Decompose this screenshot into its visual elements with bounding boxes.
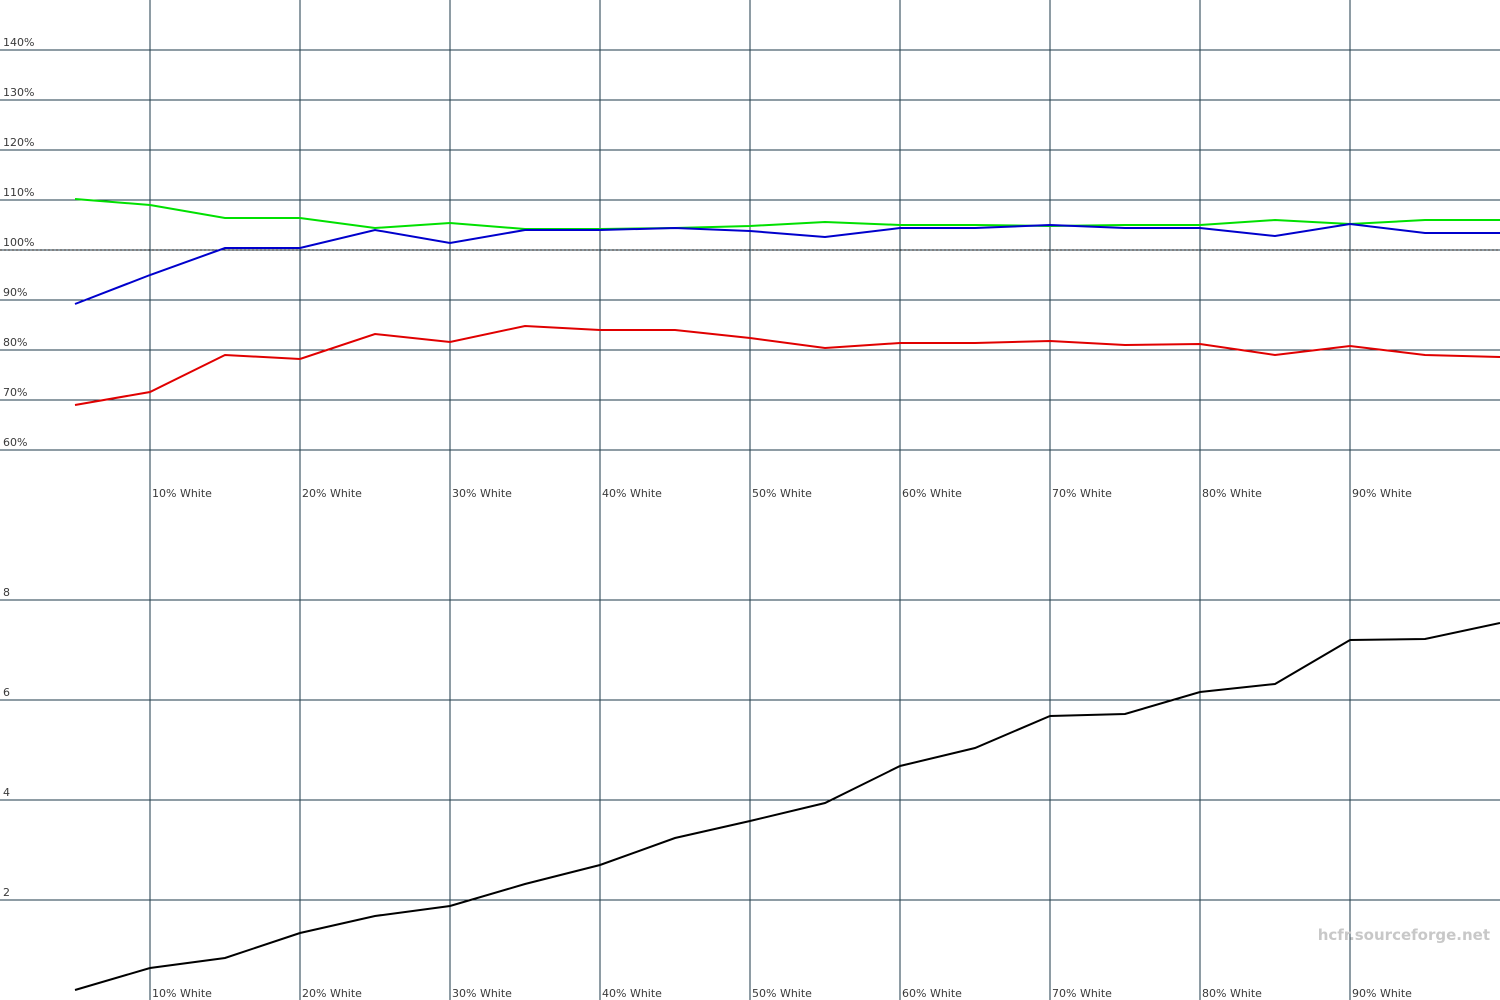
x-tick-label: 90% White	[1352, 487, 1412, 500]
y-tick-label: 90%	[3, 286, 27, 299]
x-tick-label: 70% White	[1052, 487, 1112, 500]
x-tick-label: 70% White	[1052, 987, 1112, 1000]
series-line	[74, 198, 1500, 230]
x-tick-label: 60% White	[902, 987, 962, 1000]
series-line	[74, 324, 1500, 406]
y-tick-label: 110%	[3, 186, 34, 199]
y-tick-label: 140%	[3, 36, 34, 49]
series-line	[74, 222, 1500, 305]
y-tick-label: 100%	[3, 236, 34, 249]
x-tick-label: 50% White	[752, 487, 812, 500]
x-tick-label: 10% White	[152, 487, 212, 500]
x-tick-label: 30% White	[452, 987, 512, 1000]
y-tick-label: 4	[3, 786, 10, 799]
x-tick-label: 80% White	[1202, 987, 1262, 1000]
x-tick-label: 10% White	[152, 987, 212, 1000]
x-tick-label: 90% White	[1352, 987, 1412, 1000]
y-tick-label: 60%	[3, 436, 27, 449]
series-line	[74, 622, 1500, 991]
y-tick-label: 80%	[3, 336, 27, 349]
x-tick-label: 20% White	[302, 987, 362, 1000]
y-tick-label: 6	[3, 686, 10, 699]
x-tick-label: 50% White	[752, 987, 812, 1000]
y-tick-label: 130%	[3, 86, 34, 99]
x-tick-label: 30% White	[452, 487, 512, 500]
x-tick-label: 40% White	[602, 987, 662, 1000]
watermark: hcfr.sourceforge.net	[1318, 926, 1490, 944]
y-tick-label: 120%	[3, 136, 34, 149]
x-tick-label: 20% White	[302, 487, 362, 500]
y-tick-label: 2	[3, 886, 10, 899]
x-tick-label: 60% White	[902, 487, 962, 500]
x-tick-label: 40% White	[602, 487, 662, 500]
y-tick-label: 70%	[3, 386, 27, 399]
x-tick-label: 80% White	[1202, 487, 1262, 500]
y-tick-label: 8	[3, 586, 10, 599]
